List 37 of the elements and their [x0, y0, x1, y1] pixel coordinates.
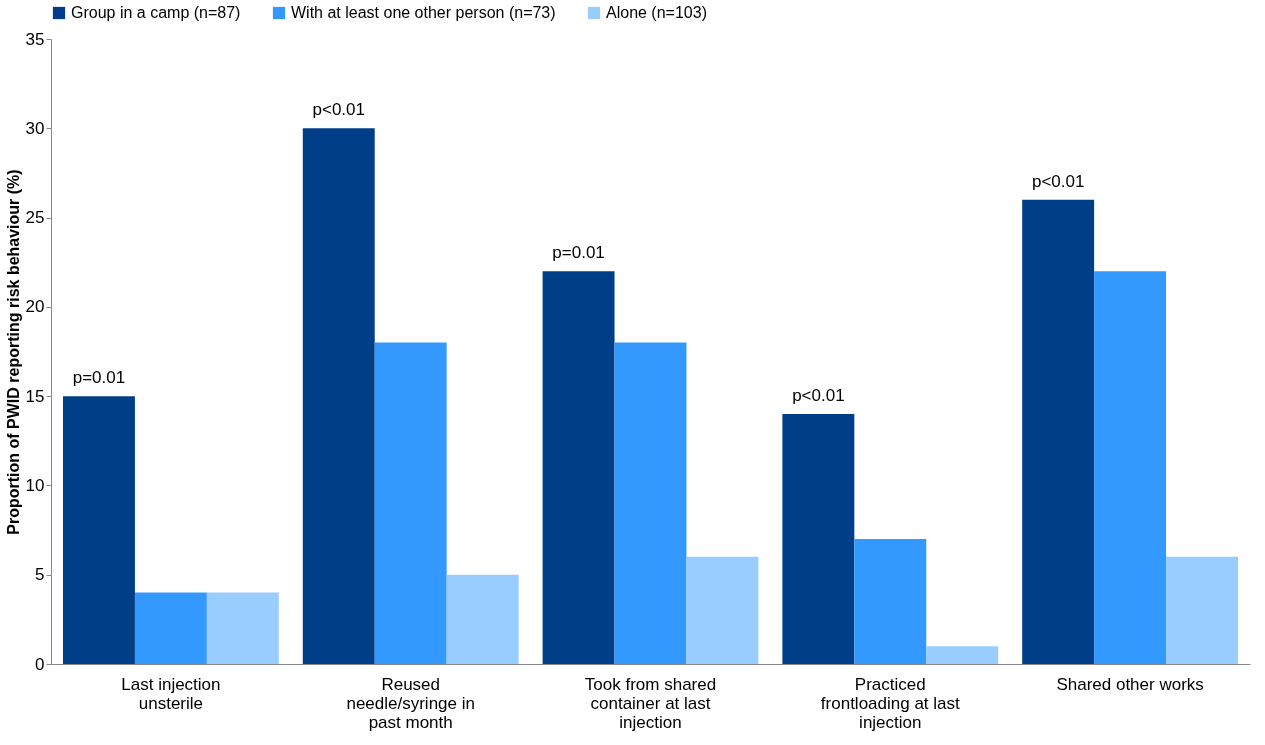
y-tick-label: 35 [25, 29, 45, 49]
y-axis-title: Proportion of PWID reporting risk behaviour (%) [4, 169, 22, 535]
annotation: p<0.01 [1031, 171, 1085, 191]
y-tick-label: 0 [35, 654, 45, 674]
bar [1094, 271, 1167, 664]
bar [542, 271, 615, 664]
legend-label: With at least one other person (n=73) [291, 4, 556, 21]
bar [302, 128, 375, 664]
legend-label: Alone (n=103) [606, 4, 707, 21]
bar [206, 592, 279, 664]
bar [1166, 556, 1239, 664]
y-tick-label: 15 [25, 386, 45, 406]
x-tick-label: Reused needle/syringe in past month [346, 674, 475, 732]
bar [1022, 199, 1095, 664]
bar [686, 556, 759, 664]
y-tick-label: 30 [25, 118, 45, 138]
annotation: p=0.01 [552, 243, 605, 263]
y-tick-label: 5 [35, 565, 45, 585]
y-tick-label: 25 [25, 208, 45, 228]
y-tick-label: 20 [25, 297, 45, 317]
x-tick-label: Last injection unsterile [121, 674, 221, 713]
annotation: p<0.01 [792, 386, 845, 405]
x-tick-label: Took from shared container at last injection [584, 674, 717, 732]
annotation: p<0.01 [312, 100, 365, 120]
bar [614, 342, 687, 664]
bar [926, 646, 999, 664]
bar [782, 414, 855, 664]
legend-label: Group in a camp (n=87) [71, 4, 241, 21]
x-tick-label: Practiced frontloading at last injection [820, 674, 961, 732]
bar [854, 539, 927, 664]
bar [374, 342, 447, 664]
bar [62, 396, 135, 664]
x-tick-label: Shared other works [1056, 674, 1204, 694]
y-tick-label: 10 [25, 475, 45, 495]
bar [446, 574, 519, 664]
annotation: p=0.01 [72, 368, 126, 388]
bar [134, 592, 207, 664]
